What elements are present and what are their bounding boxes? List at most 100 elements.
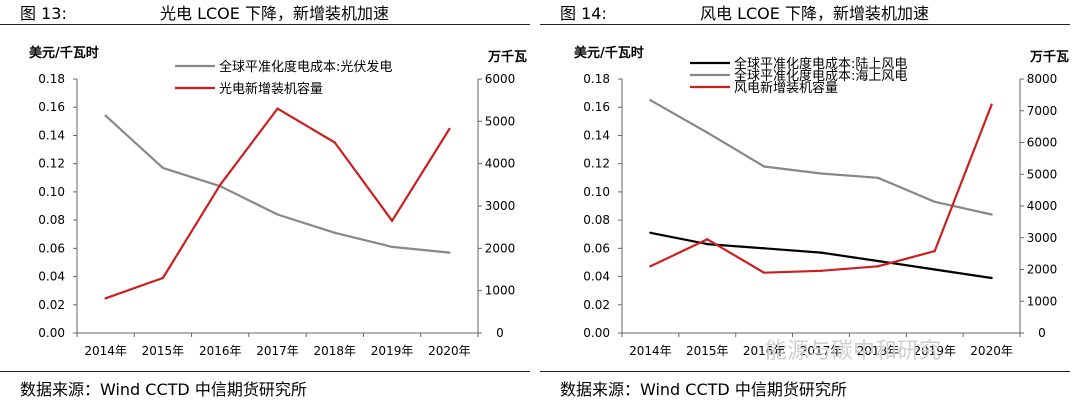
data-point: [333, 141, 336, 144]
data-point: [448, 251, 451, 254]
x-tick-label: 2019年: [913, 344, 956, 358]
data-point: [876, 176, 880, 179]
x-tick-label: 2016年: [743, 344, 786, 358]
y-left-tick-label: 0.00: [583, 326, 610, 340]
series-line: [105, 107, 451, 300]
data-point: [819, 172, 823, 175]
data-point: [104, 114, 107, 117]
y-left-tick-label: 0.08: [38, 213, 65, 227]
x-tick-label: 2018年: [857, 344, 900, 358]
figure-number: 图 14:: [560, 4, 607, 23]
y-left-tick-label: 0.10: [38, 185, 65, 199]
y-left-tick-label: 0.12: [583, 157, 610, 171]
y-left-tick-label: 0.02: [38, 298, 65, 312]
data-point: [649, 231, 652, 235]
data-point: [762, 247, 766, 250]
y-left-tick-label: 0.14: [583, 128, 610, 142]
y-left-tick-label: 0.10: [583, 185, 610, 199]
y-left-tick-label: 0.06: [583, 241, 610, 255]
bottom-rule: [540, 371, 1070, 372]
y-left-tick-label: 0.16: [38, 100, 65, 114]
data-point: [933, 249, 936, 253]
wind-lcoe-chart: 0.00 0.02 0.04 0.06 0.08 0.10 0.12 0.14 0.16 0.18…: [574, 45, 1069, 358]
data-point: [161, 166, 165, 170]
y-right-tick-label: 3000: [485, 199, 516, 213]
y-left-axis-label: 美元/千瓦时: [29, 45, 99, 61]
data-point: [990, 276, 993, 280]
figure-title: 风电 LCOE 下降，新增装机加速: [700, 4, 929, 23]
data-point: [762, 271, 766, 274]
data-point: [933, 268, 936, 271]
y-right-tick-label: 6000: [1027, 136, 1058, 150]
data-point: [819, 251, 823, 254]
data-point: [990, 213, 993, 216]
y-right-tick-label: 1000: [485, 284, 516, 298]
top-rule: [540, 24, 1070, 25]
legend-entry: 风电新增装机容量: [734, 80, 838, 96]
data-point: [390, 219, 394, 223]
source-note: 数据来源：Wind CCTD 中信期货研究所: [20, 380, 307, 399]
y-left-tick-label: 0.18: [38, 72, 65, 86]
data-point: [161, 276, 165, 280]
series-line: [649, 99, 992, 216]
data-point: [990, 103, 993, 106]
data-point: [448, 127, 451, 131]
data-point: [762, 165, 766, 168]
y-left-tick-label: 0.08: [583, 213, 610, 227]
x-tick-label: 2020年: [428, 344, 471, 358]
x-tick-label: 2015年: [142, 344, 185, 358]
y-right-tick-label: 4000: [485, 157, 516, 171]
figure-number: 图 13:: [20, 4, 67, 23]
data-point: [219, 183, 222, 187]
y-right-tick-label: 2000: [1027, 263, 1058, 277]
legend-entry: 全球平准化度电成本:光伏发电: [219, 59, 392, 75]
x-tick-label: 2019年: [371, 344, 414, 358]
x-tick-label: 2014年: [84, 344, 127, 358]
y-left-tick-label: 0.06: [38, 241, 65, 255]
watermark-text: 能源与碳中和研究: [765, 339, 942, 364]
y-right-tick-label: 2000: [485, 241, 516, 255]
x-tick-label: 2020年: [970, 344, 1013, 358]
y-left-tick-label: 0.14: [38, 128, 65, 142]
y-right-tick-label: 7000: [1027, 104, 1058, 118]
data-point: [390, 245, 394, 249]
series-line: [104, 114, 450, 254]
y-left-tick-label: 0.12: [38, 157, 65, 171]
data-point: [876, 259, 880, 263]
data-point: [819, 269, 823, 272]
source-note: 数据来源：Wind CCTD 中信期货研究所: [560, 380, 847, 399]
data-point: [706, 242, 709, 246]
figure-title: 光电 LCOE 下降，新增装机加速: [160, 4, 389, 23]
y-right-tick-label: 0: [496, 326, 504, 340]
x-tick-label: 2018年: [314, 344, 357, 358]
x-tick-label: 2015年: [686, 344, 729, 358]
data-point: [649, 98, 652, 102]
y-right-tick-label: 3000: [1027, 231, 1058, 245]
y-right-axis-label: 万千瓦: [487, 49, 527, 65]
x-tick-label: 2016年: [199, 344, 242, 358]
y-left-tick-label: 0.02: [583, 298, 610, 312]
legend-entry: 光电新增装机容量: [219, 81, 323, 97]
y-right-tick-label: 5000: [485, 114, 516, 128]
y-left-axis-label: 美元/千瓦时: [574, 45, 644, 61]
data-point: [706, 238, 709, 241]
data-point: [276, 213, 279, 216]
legend-entry: 全球平准化度电成本:海上风电: [734, 68, 907, 84]
data-point: [706, 131, 709, 134]
top-rule: [0, 24, 530, 25]
figure-header: 图 14: 风电 LCOE 下降，新增装机加速: [540, 0, 1070, 23]
legend-entry: 全球平准化度电成本:陆上风电: [734, 56, 907, 72]
y-right-tick-label: 1000: [1027, 294, 1058, 308]
x-tick-label: 2014年: [629, 344, 672, 358]
y-left-tick-label: 0.00: [38, 326, 65, 340]
x-tick-label: 2017年: [800, 344, 843, 358]
y-left-tick-label: 0.04: [38, 270, 65, 284]
y-right-tick-label: 5000: [1027, 167, 1058, 181]
data-point: [876, 265, 880, 268]
data-point: [649, 265, 652, 268]
y-right-tick-label: 8000: [1027, 72, 1058, 86]
figure-13-panel: 图 13: 光电 LCOE 下降，新增装机加速 0.00 0.02 0.04 0.06…: [0, 0, 530, 399]
data-point: [333, 231, 336, 235]
figure-header: 图 13: 光电 LCOE 下降，新增装机加速: [0, 0, 530, 23]
y-right-axis-label: 万千瓦: [1029, 49, 1069, 65]
